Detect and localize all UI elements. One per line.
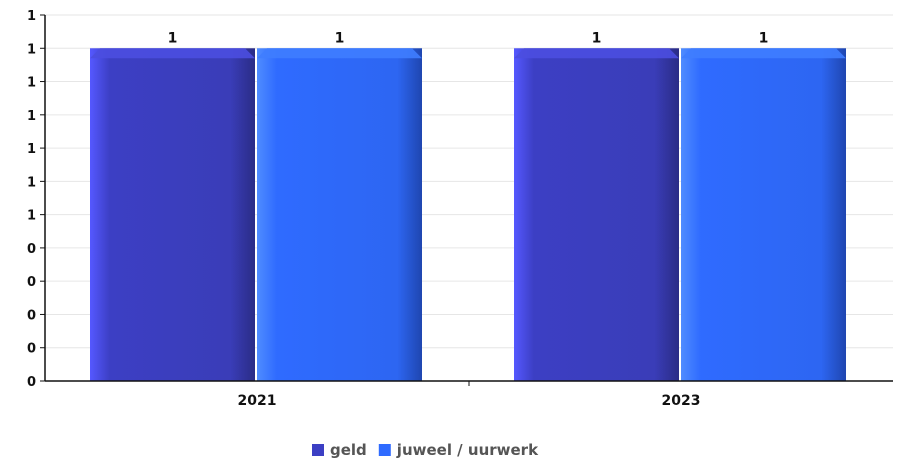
legend: geld juweel / uurwerk — [312, 441, 539, 459]
labels: 0 0 0 0 0 1 1 1 1 1 1 1 1 1 2021 1 1 2023 — [27, 9, 768, 409]
data-label: 1 — [759, 30, 769, 46]
y-tick-label: 1 — [27, 76, 36, 91]
y-tick-label: 1 — [27, 109, 36, 124]
bar-geld-2021[interactable] — [90, 48, 255, 381]
y-tick-label: 0 — [27, 308, 36, 323]
y-tick-label: 0 — [27, 342, 36, 357]
bar-juweel-uurwerk-2021[interactable] — [257, 48, 422, 381]
legend-label: geld — [330, 441, 367, 459]
legend-swatch — [312, 444, 324, 456]
data-label: 1 — [168, 30, 178, 46]
y-tick-label: 1 — [27, 142, 36, 157]
y-tick-label: 1 — [27, 9, 36, 24]
bar-bevel — [257, 48, 422, 59]
legend-label: juweel / uurwerk — [396, 441, 539, 459]
bar-bevel — [681, 48, 846, 59]
y-tick-label: 0 — [27, 375, 36, 390]
y-tick-label: 1 — [27, 175, 36, 190]
y-tick-label: 1 — [27, 42, 36, 57]
y-tick-label: 0 — [27, 275, 36, 290]
legend-swatch — [378, 444, 391, 456]
x-category-label: 2023 — [662, 393, 701, 409]
bars — [90, 48, 846, 381]
data-label: 1 — [592, 30, 602, 46]
y-tick-label: 0 — [27, 242, 36, 257]
bar-bevel — [90, 48, 255, 59]
data-label: 1 — [335, 30, 345, 46]
bar-juweel-uurwerk-2023[interactable] — [681, 48, 846, 381]
bar-bevel — [514, 48, 679, 59]
x-category-label: 2021 — [238, 393, 277, 409]
axes — [40, 14, 893, 386]
bar-geld-2023[interactable] — [514, 48, 679, 381]
y-tick-label: 1 — [27, 209, 36, 224]
